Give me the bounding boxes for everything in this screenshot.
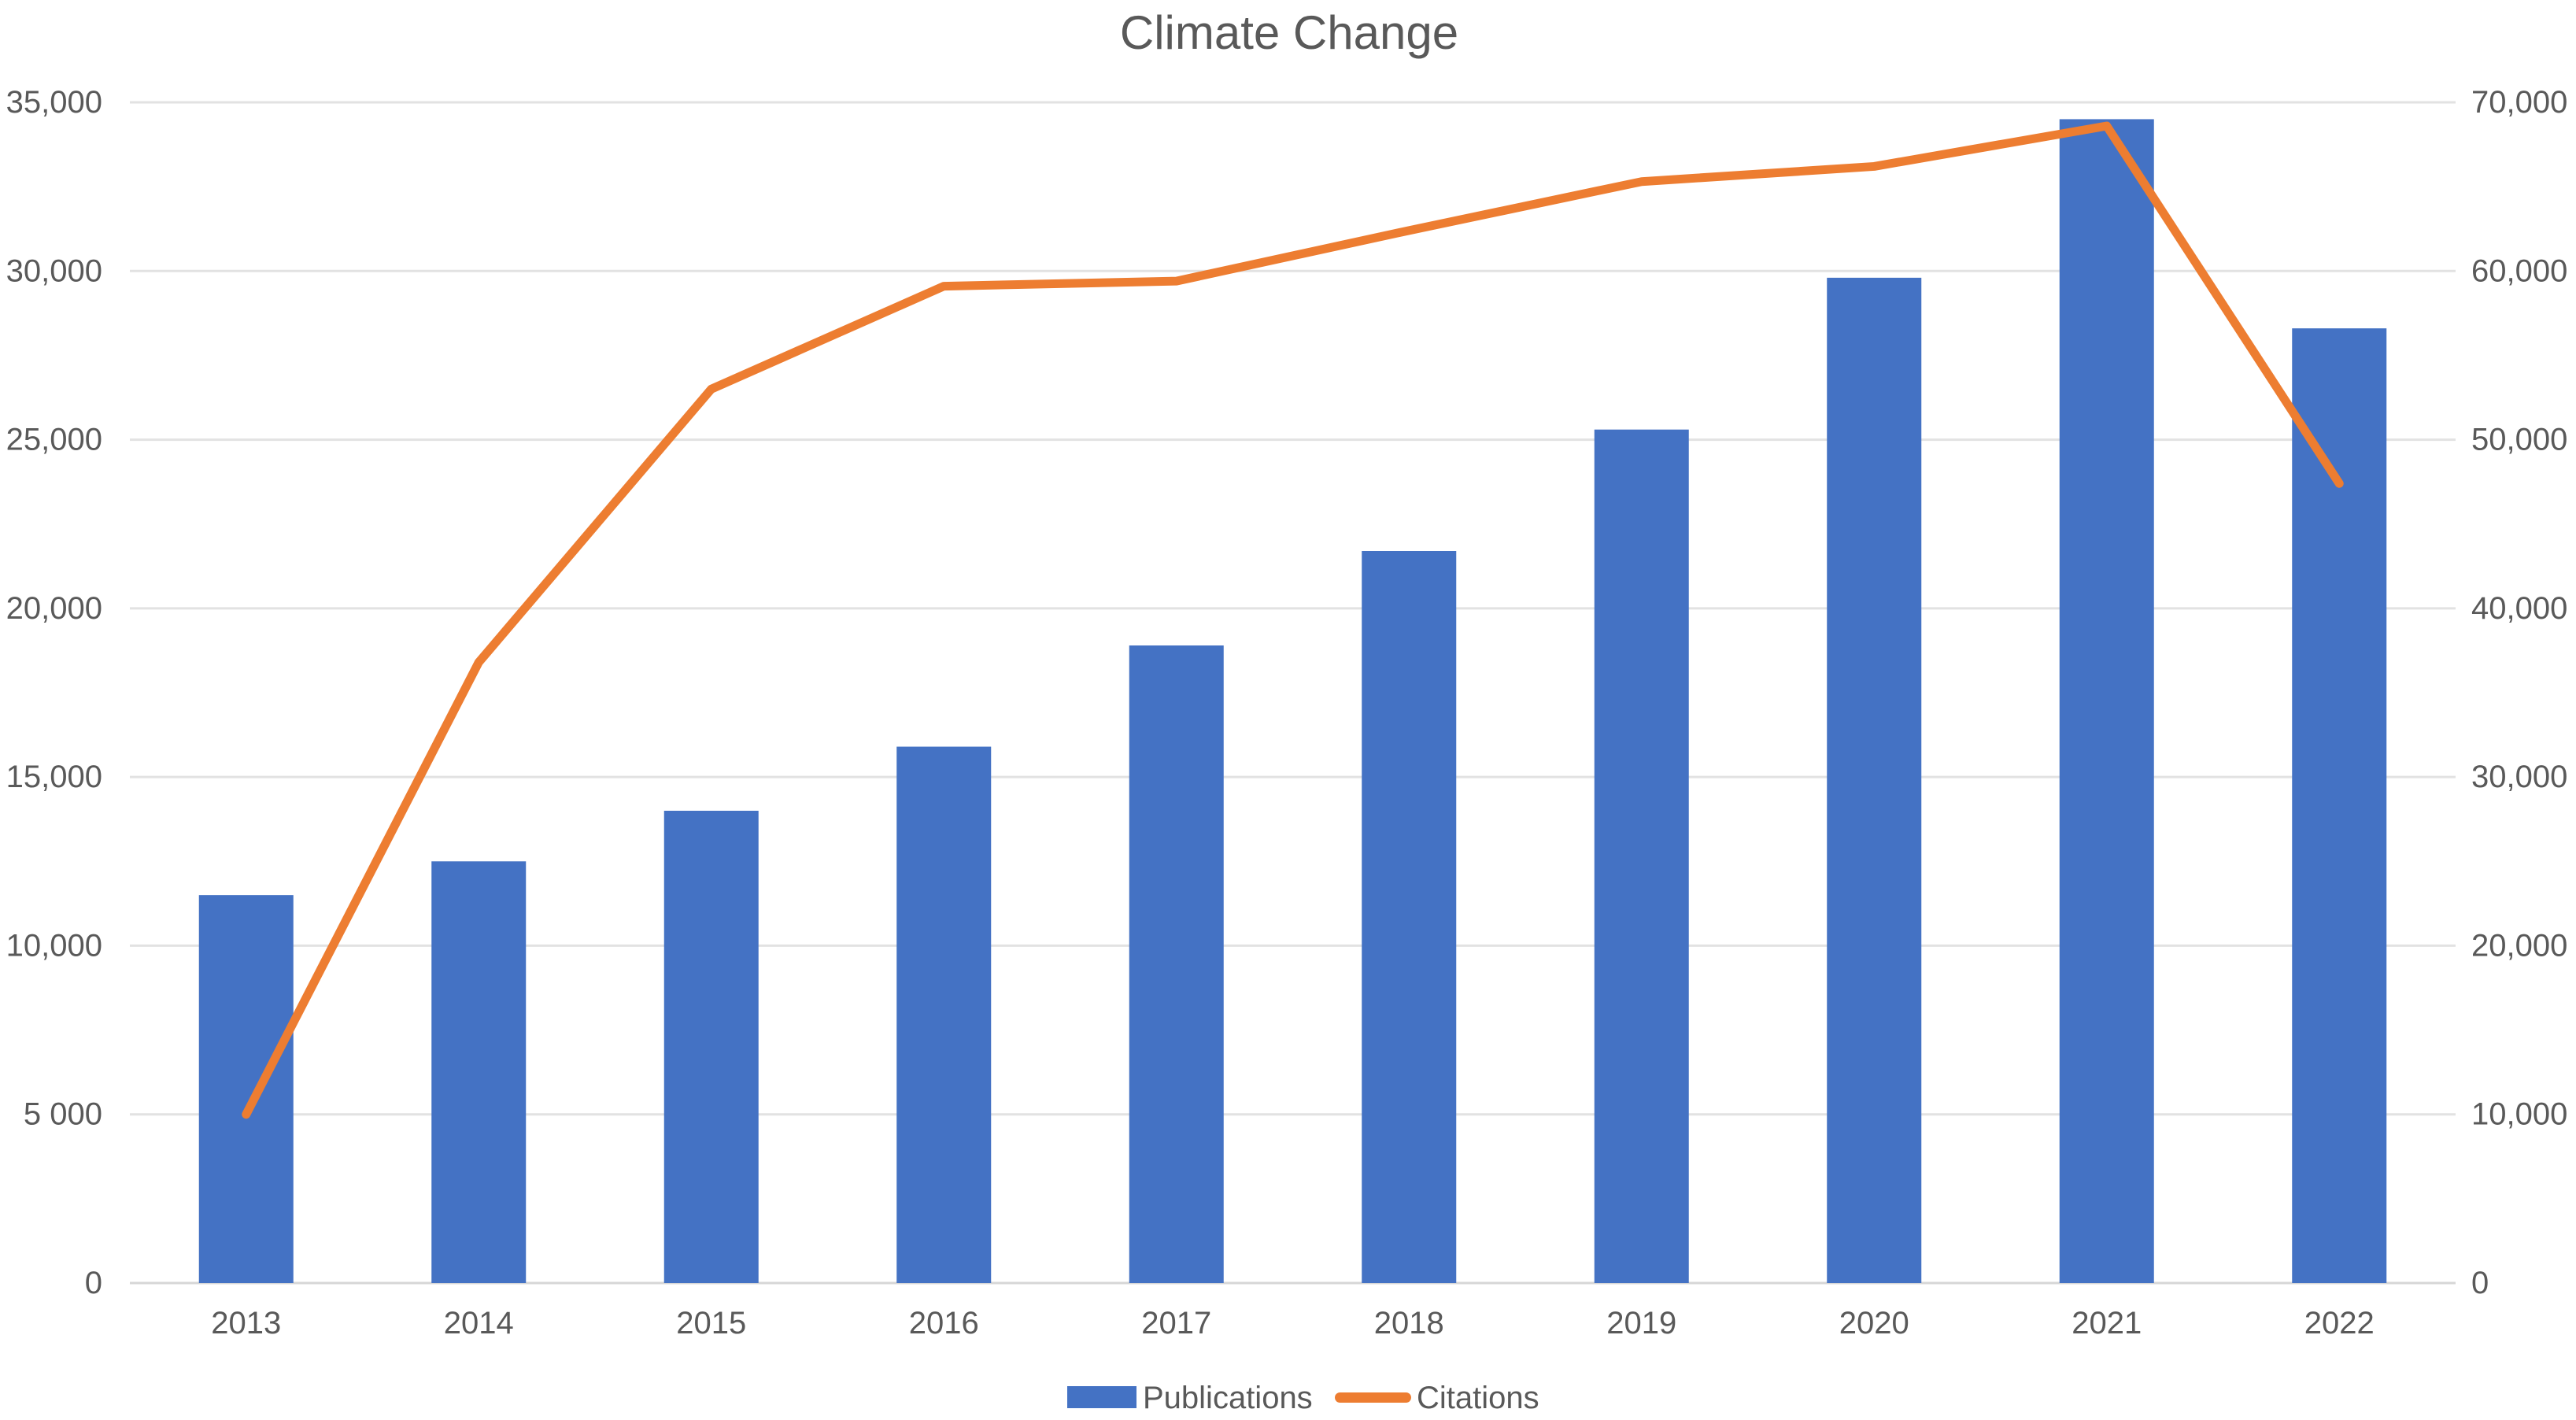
- x-axis-label-2015: 2015: [676, 1306, 746, 1340]
- chart-title: Climate Change: [1120, 6, 1458, 59]
- right-axis-tick-60000: 60,000: [2471, 253, 2567, 288]
- x-axis-label-2021: 2021: [2072, 1306, 2142, 1340]
- citations-line: [242, 121, 2344, 1119]
- citations-legend-swatch: [1335, 1392, 1411, 1403]
- left-axis-tick-15000: 15,000: [6, 760, 102, 794]
- x-axis-label-2022: 2022: [2304, 1306, 2375, 1340]
- bar-2015: [663, 811, 759, 1283]
- citations-legend-label: Citations: [1417, 1381, 1539, 1415]
- bar-2014: [431, 861, 527, 1283]
- x-axis-label-2017: 2017: [1141, 1306, 1211, 1340]
- x-axis-label-2013: 2013: [211, 1306, 281, 1340]
- publications-legend-swatch: [1067, 1386, 1136, 1408]
- left-axis-tick-0: 0: [85, 1266, 102, 1300]
- bar-2022: [2292, 328, 2387, 1284]
- bar-2018: [1362, 551, 1457, 1283]
- bar-2019: [1594, 429, 1689, 1283]
- right-axis-tick-20000: 20,000: [2471, 928, 2567, 963]
- x-axis-label-2020: 2020: [1839, 1306, 1909, 1340]
- bar-2021: [2059, 119, 2154, 1283]
- left-axis-tick-25000: 25,000: [6, 423, 102, 457]
- x-axis-label-2016: 2016: [909, 1306, 979, 1340]
- x-axis-label-2019: 2019: [1606, 1306, 1676, 1340]
- bar-2020: [1827, 277, 1922, 1283]
- right-axis-tick-10000: 10,000: [2471, 1097, 2567, 1132]
- citations-line-series: [242, 121, 2344, 1119]
- x-axis-label-2018: 2018: [1374, 1306, 1444, 1340]
- legend: Publications Citations: [1067, 1381, 1539, 1415]
- right-axis-tick-30000: 30,000: [2471, 760, 2567, 794]
- left-axis-tick-20000: 20,000: [6, 591, 102, 626]
- x-axis-labels: 2013 2014 2015 2016 2017 2018 2019 2020 2021 2022: [211, 1306, 2374, 1340]
- right-axis-tick-70000: 70,000: [2471, 85, 2567, 120]
- y-axis-right-labels: 70,000 60,000 50,000 40,000 30,000 20,000 10,0…: [2471, 85, 2567, 1300]
- bar-2016: [896, 746, 992, 1283]
- left-axis-tick-10000: 10,000: [6, 928, 102, 963]
- publications-legend-label: Publications: [1143, 1381, 1313, 1415]
- left-axis-tick-30000: 30,000: [6, 253, 102, 288]
- y-axis-left-labels: 35,000 30,000 25,000 20,000 15,000 10,000 5 00…: [6, 85, 102, 1300]
- bar-2017: [1129, 645, 1224, 1283]
- left-axis-tick-35000: 35,000: [6, 85, 102, 120]
- x-axis-label-2014: 2014: [444, 1306, 514, 1340]
- left-axis-tick-5000: 5 000: [24, 1097, 102, 1132]
- right-axis-tick-0: 0: [2471, 1266, 2489, 1300]
- bar-2013: [198, 895, 294, 1283]
- right-axis-tick-40000: 40,000: [2471, 591, 2567, 626]
- publications-bars: [198, 119, 2387, 1284]
- right-axis-tick-50000: 50,000: [2471, 423, 2567, 457]
